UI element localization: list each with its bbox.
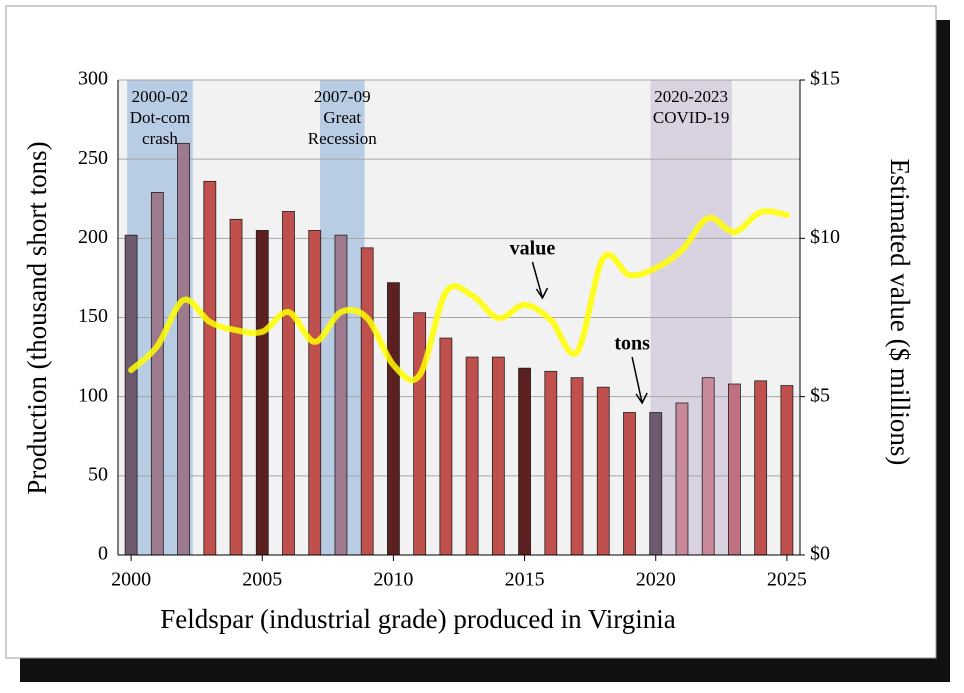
bar (439, 337, 453, 556)
y-tick-label: 50 (88, 463, 108, 485)
period-label: 2000-02 (132, 87, 189, 106)
bar (623, 412, 636, 556)
y2-tick-label: $0 (810, 543, 830, 565)
y-tick-label: 150 (78, 305, 108, 327)
y2-tick-label: $5 (810, 384, 830, 406)
x-tick-label: 2015 (505, 569, 545, 591)
y-axis-title: Production (thousand short tons) (22, 141, 52, 494)
arrow-head (535, 287, 549, 300)
bar (544, 370, 558, 556)
y-tick-label: 250 (78, 147, 108, 169)
bar (780, 385, 794, 556)
bar (360, 247, 374, 556)
x-axis-title: Feldspar (industrial grade) produced in … (160, 604, 676, 634)
value-line (128, 208, 790, 383)
x-tick-label: 2020 (636, 569, 676, 591)
y-tick-label: 200 (78, 226, 108, 248)
annotation-arrow (631, 356, 643, 404)
bar (570, 377, 584, 556)
bar (203, 180, 217, 556)
bar (177, 142, 190, 556)
y-tick-label: 300 (78, 68, 108, 90)
bar (754, 380, 768, 556)
bar (491, 356, 505, 556)
annotation-arrow (531, 261, 544, 299)
x-tick-label: 2010 (373, 569, 413, 591)
period-label: COVID-19 (653, 108, 730, 127)
annotation: tons (614, 333, 650, 355)
period-label: Dot-com (130, 108, 190, 127)
bar (150, 192, 164, 556)
bar (334, 234, 348, 556)
bar (701, 377, 715, 556)
bar (675, 402, 689, 556)
period-label: 2007-09 (314, 87, 371, 106)
y2-tick-label: $15 (810, 68, 840, 90)
bar (308, 230, 322, 556)
x-tick-label: 2025 (767, 569, 807, 591)
bar (596, 386, 610, 556)
annotation: value (510, 238, 556, 260)
period-label: crash (142, 129, 178, 148)
bar (282, 211, 295, 556)
plot: 0 50 100 150 200 250 300 $0 $5 $10 $15 2000 2005 2010… (78, 68, 840, 591)
period-label: 2020-2023 (654, 87, 728, 106)
x-tick-label: 2000 (111, 569, 151, 591)
bar (413, 312, 427, 556)
bar (465, 356, 479, 556)
bar (229, 218, 243, 556)
bar (728, 383, 741, 556)
period-label: Recession (308, 129, 377, 148)
bar (124, 234, 138, 556)
x-tick-label: 2005 (242, 569, 282, 591)
y-tick-label: 100 (78, 384, 108, 406)
y2-axis-title: Estimated value ($ millions) (885, 159, 915, 466)
bar (518, 367, 531, 556)
y-tick-label: 0 (98, 543, 108, 565)
arrow-head (635, 392, 648, 405)
period-label: Great (323, 108, 361, 127)
bar (255, 230, 269, 556)
y2-tick-label: $10 (810, 226, 840, 248)
bar (387, 282, 400, 556)
bar (649, 412, 663, 556)
